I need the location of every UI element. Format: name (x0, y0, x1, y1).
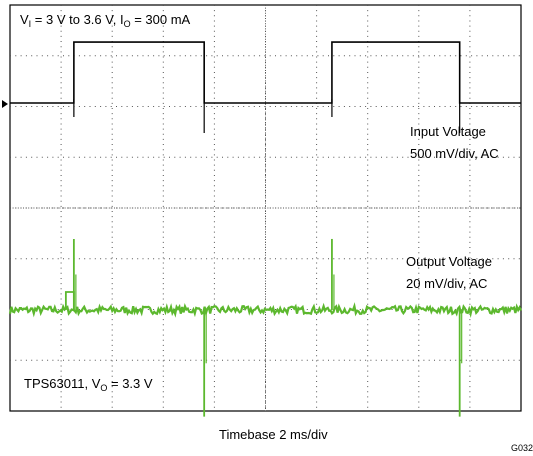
output-voltage-trace (8, 302, 523, 319)
output-voltage-step (64, 291, 75, 310)
figure-id: G032 (511, 443, 533, 453)
input-voltage-label: Input Voltage (410, 124, 486, 139)
input-voltage-trace (10, 41, 521, 104)
traces (8, 41, 523, 417)
output-voltage-scale: 20 mV/div, AC (406, 276, 488, 291)
output-voltage-label: Output Voltage (406, 254, 493, 269)
input-voltage-scale: 500 mV/div, AC (410, 146, 499, 161)
ground-marker-icon (2, 100, 8, 108)
x-axis-label: Timebase 2 ms/div (219, 427, 328, 442)
conditions-label: VI = 3 V to 3.6 V, IO = 300 mA (20, 12, 191, 29)
device-label: TPS63011, VO = 3.3 V (24, 376, 153, 393)
